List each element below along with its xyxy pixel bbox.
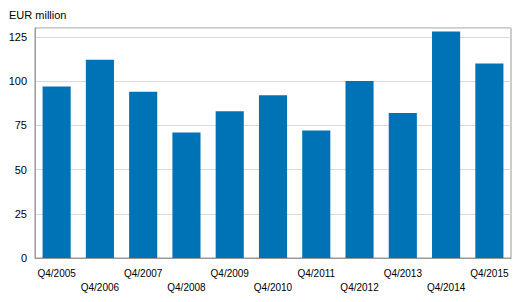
svg-text:125: 125	[9, 31, 27, 43]
svg-text:25: 25	[15, 208, 27, 220]
svg-text:100: 100	[9, 75, 27, 87]
svg-text:Q4/2012: Q4/2012	[340, 282, 379, 293]
svg-text:Q4/2014: Q4/2014	[427, 282, 466, 293]
svg-text:Q4/2008: Q4/2008	[167, 282, 206, 293]
svg-text:Q4/2011: Q4/2011	[297, 268, 335, 279]
svg-text:Q4/2015: Q4/2015	[470, 268, 509, 279]
svg-text:0: 0	[21, 252, 27, 264]
svg-text:Q4/2007: Q4/2007	[124, 268, 163, 279]
svg-text:Q4/2009: Q4/2009	[211, 268, 250, 279]
svg-text:Q4/2010: Q4/2010	[254, 282, 293, 293]
svg-text:Q4/2005: Q4/2005	[37, 268, 76, 279]
svg-text:75: 75	[15, 119, 27, 131]
svg-text:50: 50	[15, 164, 27, 176]
svg-text:Q4/2013: Q4/2013	[384, 268, 423, 279]
svg-text:EUR million: EUR million	[9, 9, 66, 21]
svg-text:Q4/2006: Q4/2006	[81, 282, 120, 293]
